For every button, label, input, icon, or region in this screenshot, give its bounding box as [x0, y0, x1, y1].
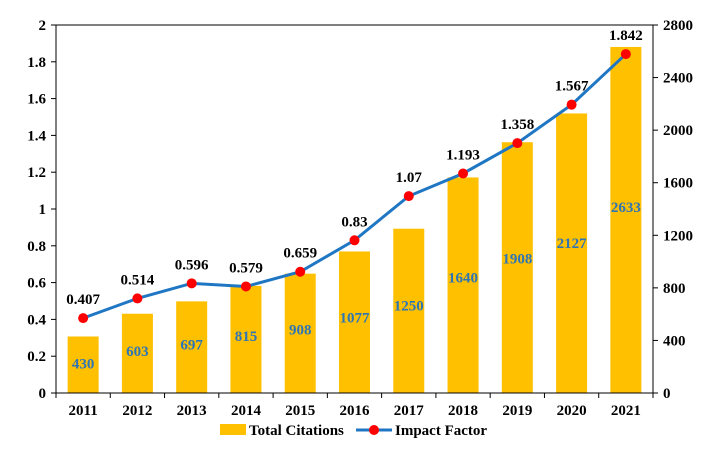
right-y-tick-label: 2000: [663, 123, 693, 139]
left-y-tick-label: 0: [39, 386, 47, 402]
line-label-2021: 1.842: [609, 28, 643, 44]
axes: [51, 24, 658, 398]
line-label-2017: 1.07: [396, 170, 423, 186]
impact-factor-point-2011: [78, 313, 89, 324]
bar-2016: [339, 251, 370, 393]
bar-2017: [393, 228, 425, 393]
bar-label-2012: 603: [126, 344, 149, 360]
line-label-2016: 0.83: [341, 214, 367, 230]
line-label-2013: 0.596: [175, 257, 209, 273]
bar-2019: [501, 142, 533, 393]
left-y-tick-label: 0.6: [27, 276, 46, 292]
bar-data-labels: 430 603 697 815 908 1077 1250 1640 1908 2127 2633: [72, 200, 641, 372]
left-y-tick-label: 1.4: [27, 128, 46, 144]
left-y-tick-label: 0.4: [27, 312, 46, 328]
impact-factor-point-2015: [295, 266, 306, 277]
x-tick-label: 2012: [122, 403, 152, 419]
x-tick-label: 2019: [502, 403, 532, 419]
impact-factor-point-2016: [349, 235, 360, 246]
impact-factor-point-2018: [458, 168, 469, 179]
x-tick-label: 2020: [557, 403, 587, 419]
bar-label-2011: 430: [72, 356, 95, 372]
bar-label-2017: 1250: [394, 298, 424, 314]
line-label-2015: 0.659: [283, 246, 317, 262]
left-y-tick-label: 1.8: [27, 55, 46, 71]
left-y-tick-label: 0.2: [27, 349, 46, 365]
bar-2015: [284, 273, 316, 393]
bar-2011: [67, 336, 99, 393]
bar-2018: [447, 177, 479, 393]
x-axis-ticks: 2011 2012 2013 2014 2015 2016 2017 2018 2019 2020…: [69, 403, 641, 419]
right-y-tick-label: 800: [663, 281, 686, 297]
line-label-2014: 0.579: [229, 260, 263, 276]
legend-label-total-citations: Total Citations: [249, 423, 344, 439]
bar-series-total-citations: [67, 46, 642, 394]
line-label-2019: 1.358: [500, 117, 534, 133]
left-y-tick-label: 1.2: [27, 165, 46, 181]
impact-factor-point-2020: [566, 99, 577, 110]
left-y-tick-label: 1: [39, 202, 47, 218]
impact-factor-point-2017: [403, 191, 414, 202]
legend: Total Citations Impact Factor: [220, 423, 487, 439]
x-tick-label: 2014: [231, 403, 262, 419]
right-y-tick-label: 1200: [663, 228, 693, 244]
right-y-tick-label: 400: [663, 333, 686, 349]
line-series-impact-factor: [78, 49, 631, 324]
right-y-tick-label: 1600: [663, 176, 693, 192]
bar-2012: [121, 313, 153, 393]
left-y-tick-label: 0.8: [27, 239, 46, 255]
impact-factor-point-2014: [240, 281, 251, 292]
bar-label-2014: 815: [235, 329, 258, 345]
bar-label-2021: 2633: [611, 200, 641, 216]
x-tick-label: 2011: [69, 403, 98, 419]
bar-label-2018: 1640: [448, 271, 478, 287]
line-label-2012: 0.514: [121, 272, 155, 288]
left-y-axis-ticks: 0 0.2 0.4 0.6 0.8 1 1.2 1.4 1.6 1.8 2: [27, 18, 46, 402]
impact-factor-point-2019: [512, 138, 523, 149]
impact-factor-point-2012: [132, 293, 143, 304]
line-label-2018: 1.193: [446, 147, 480, 163]
bar-label-2015: 908: [289, 323, 312, 339]
bar-2021: [610, 46, 642, 393]
x-tick-label: 2016: [340, 403, 371, 419]
x-tick-label: 2013: [177, 403, 207, 419]
bar-2014: [230, 285, 262, 393]
x-tick-label: 2017: [394, 403, 425, 419]
legend-label-impact-factor: Impact Factor: [395, 423, 487, 439]
bar-label-2013: 697: [180, 338, 203, 354]
left-y-tick-label: 2: [39, 18, 47, 34]
x-tick-label: 2015: [285, 403, 315, 419]
left-y-tick-label: 1.6: [27, 92, 46, 108]
right-y-tick-label: 2400: [663, 71, 693, 87]
legend-swatch-total-citations: [220, 424, 246, 435]
line-label-2020: 1.567: [555, 79, 589, 95]
legend-swatch-impact-factor-marker: [369, 425, 379, 435]
right-y-tick-label: 2800: [663, 18, 693, 34]
right-y-axis-ticks: 0 400 800 1200 1600 2000 2400 2800: [663, 18, 693, 402]
right-y-tick-label: 0: [663, 386, 671, 402]
line-data-labels: 0.407 0.514 0.596 0.579 0.659 0.83 1.07 1.193 1.…: [66, 28, 642, 308]
bar-2013: [176, 301, 208, 393]
x-tick-label: 2021: [611, 403, 641, 419]
bar-2020: [556, 113, 588, 394]
bar-label-2020: 2127: [557, 236, 588, 252]
x-tick-label: 2018: [448, 403, 478, 419]
bar-label-2019: 1908: [502, 252, 532, 268]
impact-factor-point-2021: [620, 49, 631, 60]
bar-label-2016: 1077: [340, 311, 371, 327]
impact-factor-point-2013: [186, 278, 197, 289]
line-label-2011: 0.407: [66, 292, 100, 308]
